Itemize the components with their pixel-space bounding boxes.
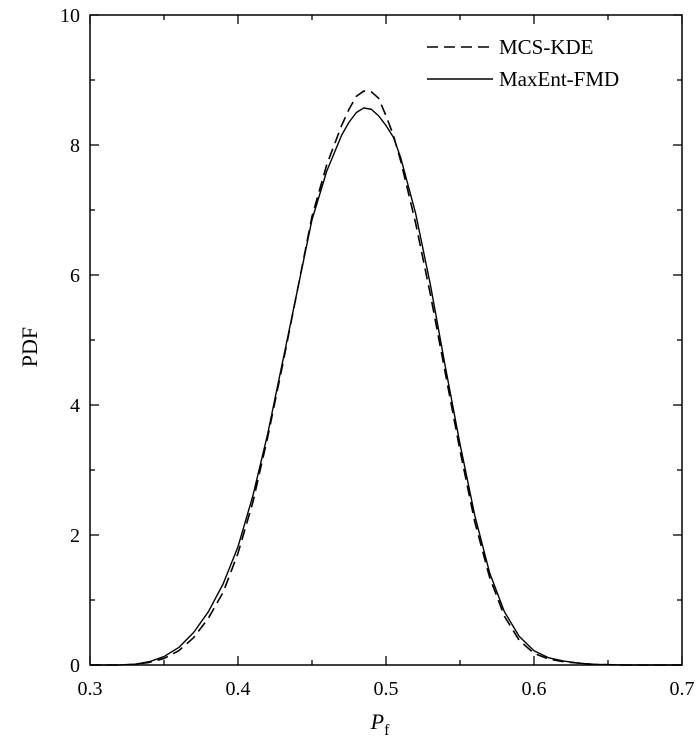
legend: MCS-KDE MaxEnt-FMD xyxy=(427,35,619,91)
series-line-mcs-kde xyxy=(90,90,682,666)
x-tick-label: 0.3 xyxy=(78,678,103,700)
x-axis-title-subscript: f xyxy=(384,722,390,739)
y-tick-label: 4 xyxy=(70,395,80,417)
x-axis-title-main: P xyxy=(370,709,384,734)
legend-label-maxent-fmd: MaxEnt-FMD xyxy=(499,67,619,91)
y-axis-ticks: 0 2 4 6 8 10 xyxy=(60,5,682,677)
x-tick-label: 0.5 xyxy=(374,678,399,700)
axes xyxy=(89,14,683,666)
y-tick-label: 8 xyxy=(70,135,80,157)
x-axis-title: Pf xyxy=(370,709,390,739)
series-line-maxent-fmd xyxy=(90,107,682,666)
y-tick-label: 2 xyxy=(70,525,80,547)
plot-frame xyxy=(89,14,683,666)
x-axis-ticks: 0.3 0.4 0.5 0.6 0.7 xyxy=(78,15,695,700)
y-tick-label: 10 xyxy=(60,5,80,27)
x-tick-label: 0.4 xyxy=(226,678,251,700)
x-tick-label: 0.7 xyxy=(670,678,695,700)
plot-lines xyxy=(90,90,682,666)
x-tick-label: 0.6 xyxy=(522,678,547,700)
y-tick-label: 0 xyxy=(70,655,80,677)
legend-label-mcs-kde: MCS-KDE xyxy=(499,35,594,59)
y-tick-label: 6 xyxy=(70,265,80,287)
y-axis-title: PDF xyxy=(17,327,42,367)
